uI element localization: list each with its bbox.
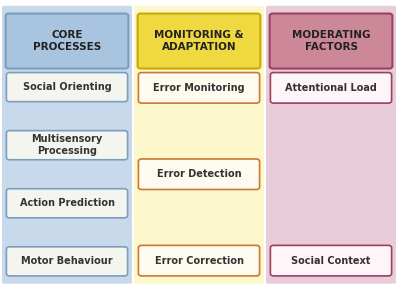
FancyBboxPatch shape	[270, 14, 392, 69]
Text: MONITORING &
ADAPTATION: MONITORING & ADAPTATION	[154, 30, 244, 52]
FancyBboxPatch shape	[138, 245, 260, 276]
FancyBboxPatch shape	[266, 6, 396, 284]
FancyBboxPatch shape	[2, 6, 132, 284]
FancyBboxPatch shape	[134, 6, 264, 284]
Text: Multisensory
Processing: Multisensory Processing	[31, 134, 103, 156]
FancyBboxPatch shape	[138, 73, 260, 103]
Text: Attentional Load: Attentional Load	[285, 83, 377, 93]
Text: Motor Behaviour: Motor Behaviour	[21, 256, 113, 266]
FancyBboxPatch shape	[6, 73, 128, 102]
Text: Error Correction: Error Correction	[154, 256, 244, 266]
Text: Error Monitoring: Error Monitoring	[153, 83, 245, 93]
FancyBboxPatch shape	[6, 131, 128, 160]
FancyBboxPatch shape	[270, 73, 392, 103]
FancyBboxPatch shape	[138, 159, 260, 190]
Text: CORE
PROCESSES: CORE PROCESSES	[33, 30, 101, 52]
Text: Action Prediction: Action Prediction	[20, 198, 114, 208]
FancyBboxPatch shape	[6, 247, 128, 276]
Text: Social Context: Social Context	[291, 256, 371, 266]
Text: Social Orienting: Social Orienting	[23, 82, 111, 92]
FancyBboxPatch shape	[138, 14, 260, 69]
Text: MODERATING
FACTORS: MODERATING FACTORS	[292, 30, 370, 52]
Text: Error Detection: Error Detection	[157, 169, 241, 179]
FancyBboxPatch shape	[6, 189, 128, 218]
FancyBboxPatch shape	[270, 245, 392, 276]
FancyBboxPatch shape	[6, 14, 128, 69]
